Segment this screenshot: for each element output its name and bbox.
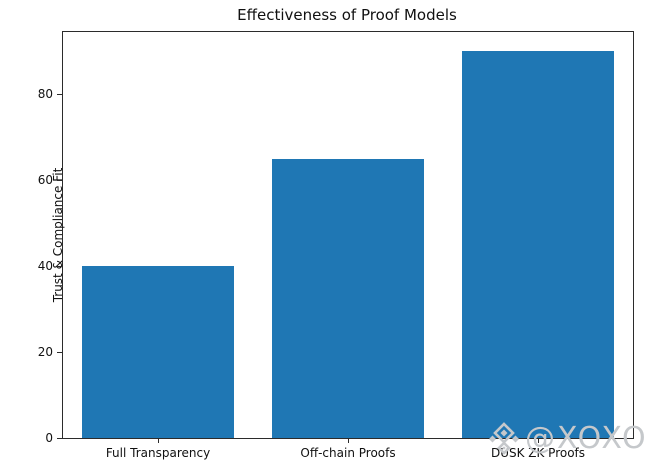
x-tick-mark	[157, 438, 159, 443]
y-tick-mark	[57, 265, 62, 267]
y-tick-label: 60	[37, 173, 53, 188]
x-tick-mark	[537, 438, 539, 443]
y-tick-mark	[57, 179, 62, 181]
x-tick-label: Off-chain Proofs	[300, 446, 396, 460]
bar-dusk-zk-proofs	[462, 51, 614, 438]
y-tick-label: 20	[37, 345, 53, 360]
y-tick-label: 0	[45, 431, 53, 445]
y-tick-label: 40	[37, 259, 53, 274]
y-tick-mark	[57, 437, 62, 439]
y-tick-mark	[57, 351, 62, 353]
x-tick-label: Full Transparency	[105, 446, 211, 460]
plot-area: Trust & Compliance Fit 0 20 40 60 80 Full Tra…	[38, 31, 634, 460]
chart-title: Effectiveness of Proof Models	[237, 6, 457, 24]
x-tick-mark	[347, 438, 349, 443]
y-tick-label: 80	[37, 87, 53, 102]
bar-full-transparency	[82, 266, 234, 438]
x-tick-label: DUSK ZK Proofs	[490, 446, 586, 460]
y-tick-mark	[57, 93, 62, 95]
bar-off-chain-proofs	[272, 158, 424, 438]
